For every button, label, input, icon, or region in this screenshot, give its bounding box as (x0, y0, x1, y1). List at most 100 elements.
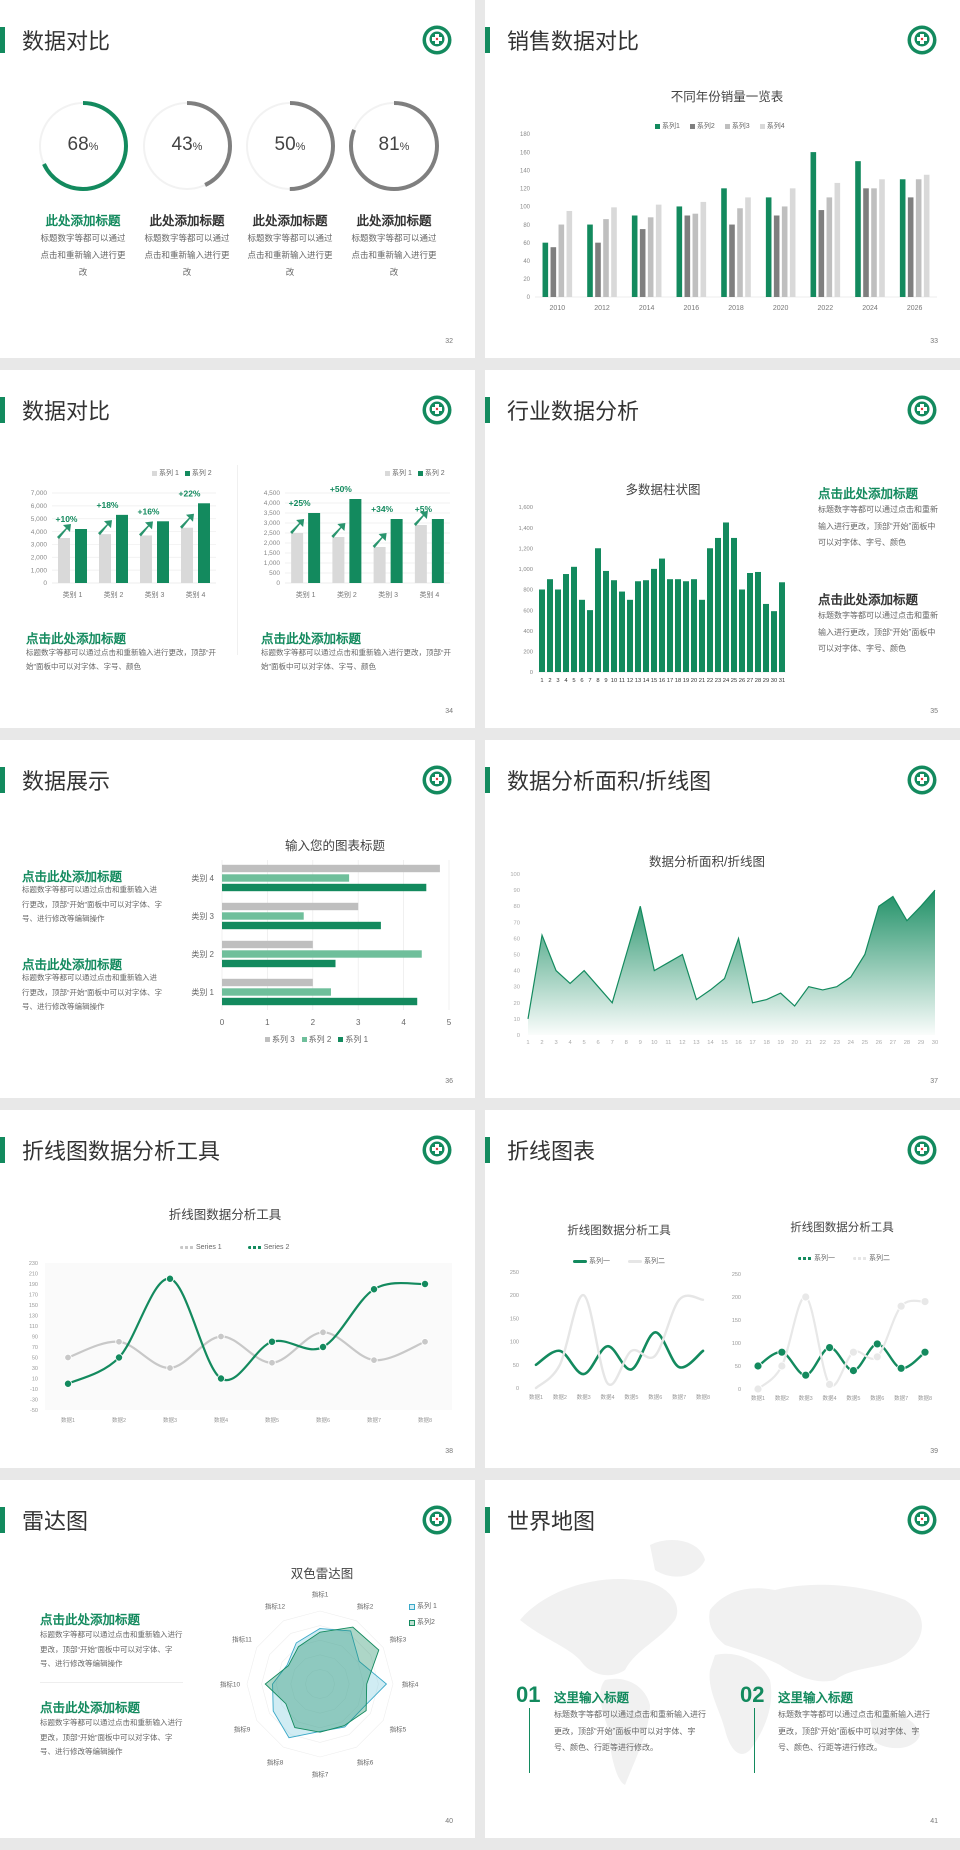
x-tick-label: 数据8 (418, 1416, 432, 1424)
y-tick-label: 140 (520, 168, 531, 174)
growth-label: +22% (179, 488, 201, 498)
progress-rings (38, 101, 439, 191)
y-tick-label: 170 (29, 1293, 38, 1299)
bar (879, 179, 885, 297)
slide-36[interactable]: 数据展示 输入您的图表标题 0 1 2 3 4 5 类别 1 类别 2 类别 3 类别 4 系列 … (0, 740, 475, 1098)
radar-axis-label: 指标9 (234, 1725, 251, 1734)
slide-40[interactable]: 雷达图 双色雷达图 指标1 指标2 指标3 指标4 指标5 指标6 指标7 指标8 指标9 指标1… (0, 1480, 475, 1838)
slide-35[interactable]: 行业数据分析 多数据柱状图 0 200 400 600 800 1,000 1,200 1,4… (485, 370, 960, 728)
x-tick-label: 类别 3 (145, 590, 165, 599)
ring-description: 标题数字等都可以通过点击和重新输入进行更改 (247, 233, 333, 277)
x-tick-label: 20 (791, 1040, 797, 1046)
radar-grid (275, 1639, 365, 1729)
growth-arrow-icon (98, 520, 112, 536)
x-tick-label: 1 (540, 678, 543, 684)
slide-title: 折线图表 (507, 1139, 596, 1164)
logo-icon (907, 1135, 937, 1165)
legend-swatch (247, 1246, 262, 1249)
data-point (319, 1328, 327, 1336)
x-tick-label: 31 (779, 678, 785, 684)
x-tick-label: 2018 (728, 305, 744, 312)
bar (222, 864, 440, 873)
chart-title: 多数据柱状图 (625, 483, 701, 497)
x-tick-label: 8 (625, 1040, 628, 1046)
bar (765, 197, 772, 297)
y-tick-label: -30 (30, 1398, 38, 1404)
chart-legend: Series 1 Series 2 (180, 1244, 289, 1251)
x-tick-label: 2024 (862, 305, 878, 312)
slide-39[interactable]: 折线图表 折线图数据分析工具 系列一 系列二 0 50 100 150 200 250 数据… (485, 1110, 960, 1468)
slide-38[interactable]: 折线图数据分析工具 折线图数据分析工具 Series 1 Series 2 -5… (0, 1110, 475, 1468)
radar-axis-label: 指标4 (402, 1680, 419, 1689)
ring-unit: % (295, 141, 306, 153)
bar (755, 571, 761, 672)
radar-axis-label: 指标5 (390, 1725, 407, 1734)
slide-41[interactable]: 世界地图 01 这里输入标题 标题数字等都可以通过点击和重新输入进行更改，顶部“… (485, 1480, 960, 1838)
bar (611, 207, 617, 297)
radar-grid (261, 1625, 379, 1743)
x-tick-label: 数据2 (775, 1394, 789, 1402)
legend-label: 系列 3 (272, 1035, 295, 1044)
ring-heading: 此处添加标题 (356, 214, 432, 228)
x-tick-label: 1 (265, 1018, 270, 1027)
bar (611, 580, 617, 672)
bar (571, 566, 577, 672)
bar (763, 603, 769, 672)
y-tick-label: 50 (32, 1356, 38, 1362)
legend-item: 系列 1 (152, 468, 179, 478)
bar (899, 179, 906, 297)
bar (587, 610, 593, 672)
ring-progress (142, 101, 232, 191)
legend-label: 系列二 (644, 1258, 665, 1265)
bar (684, 215, 691, 297)
slide-title: 折线图数据分析工具 (22, 1139, 221, 1164)
x-tick-label: 5 (583, 1040, 586, 1046)
logo-dot (435, 777, 439, 781)
ring-value: 50% (250, 134, 330, 156)
y-tick-label: 类别 4 (191, 873, 214, 883)
chart-legend: 系列1 系列2 系列3 系列4 (655, 121, 785, 131)
bar (563, 574, 569, 672)
data-point (165, 1274, 174, 1283)
y-tick-label: 110 (29, 1324, 38, 1330)
x-tick-label: 29 (763, 678, 769, 684)
slide-33[interactable]: 销售数据对比 不同年份销量一览表 系列1 系列2 系列3 系列4 0 20 40 60… (485, 0, 960, 358)
bar (539, 589, 545, 672)
x-tick-label: 数据1 (529, 1393, 543, 1401)
y-tick-label: 1,500 (264, 550, 281, 557)
radar-grid (290, 1654, 350, 1714)
x-tick-label: 4 (401, 1018, 406, 1027)
block-heading: 这里输入标题 (554, 1691, 630, 1705)
legend-label: 系列 1 (159, 470, 179, 477)
y-tick-label: 1,400 (518, 526, 533, 532)
bar (699, 599, 705, 672)
bar (222, 902, 359, 911)
x-tick-label: 2020 (773, 305, 789, 312)
x-tick-label: 4 (568, 1040, 572, 1046)
y-tick-label: 180 (520, 132, 531, 138)
bar (863, 188, 869, 297)
radar-axis-label: 指标11 (232, 1635, 252, 1644)
ring-progress (349, 101, 439, 191)
x-tick-label: 数据7 (672, 1393, 686, 1401)
x-tick-label: 10 (651, 1040, 657, 1046)
bar (707, 548, 713, 672)
growth-label: +25% (289, 498, 311, 508)
x-tick-label: 类别 2 (104, 590, 124, 599)
slide-37[interactable]: 数据分析面积/折线图 数据分析面积/折线图 0 10 20 30 40 50 60 70 80 9… (485, 740, 960, 1098)
y-tick-label: 230 (29, 1261, 38, 1267)
growth-label: +10% (56, 514, 78, 524)
y-tick-label: 0 (527, 295, 531, 301)
bar (390, 519, 403, 583)
slide-32[interactable]: 数据对比 68% 此处添加标题 标题数字等都可以通过点击和重新输入进行更改 43% 此处… (0, 0, 475, 358)
growth-label: +5% (415, 504, 433, 514)
x-tick-label: 22 (819, 1040, 825, 1046)
x-tick-label: 类别 1 (296, 590, 316, 599)
block-body: 标题数字等都可以通过点击和重新输入进行更改，顶部“开始”面板中可以对字体、字号、… (26, 648, 216, 671)
data-point (872, 1339, 882, 1349)
slide-34[interactable]: 数据对比 系列 1 系列 2 系列 1 系列 2 0 1,000 2,000 3,00… (0, 370, 475, 728)
bar (550, 247, 557, 297)
bar-chart-right: 0 500 1,000 1,500 2,000 2,500 3,000 3,500 4,000 4… (264, 484, 450, 599)
y-tick-label: 190 (29, 1282, 38, 1288)
